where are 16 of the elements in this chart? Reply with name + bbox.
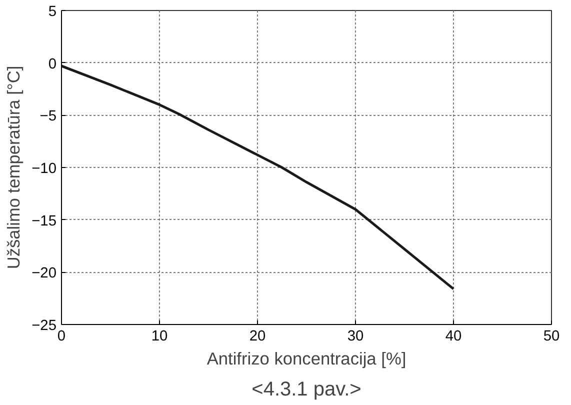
x-tick-label: 20 (249, 328, 266, 344)
x-axis-title: Antifrizo koncentracija [%] (206, 348, 406, 368)
x-tick-label: 50 (543, 328, 560, 344)
y-axis-title: Užšalimo temperatūra [°C] (4, 66, 24, 270)
text: <4.3.1 pav.> (252, 378, 362, 400)
y-tick-label: −5 (40, 108, 57, 125)
x-tick-label: 40 (445, 328, 462, 344)
line-series (62, 64, 455, 290)
y-tick-label: −10 (32, 161, 57, 177)
y-tick-label: −20 (32, 266, 57, 282)
y-tick-label: −25 (32, 318, 57, 334)
y-tick-label: 5 (48, 4, 57, 20)
y-tick-label: 0 (48, 56, 57, 72)
y-tick-label: −15 (32, 213, 57, 230)
x-tick-label: 10 (151, 328, 168, 344)
x-tick-label: 30 (347, 328, 364, 344)
